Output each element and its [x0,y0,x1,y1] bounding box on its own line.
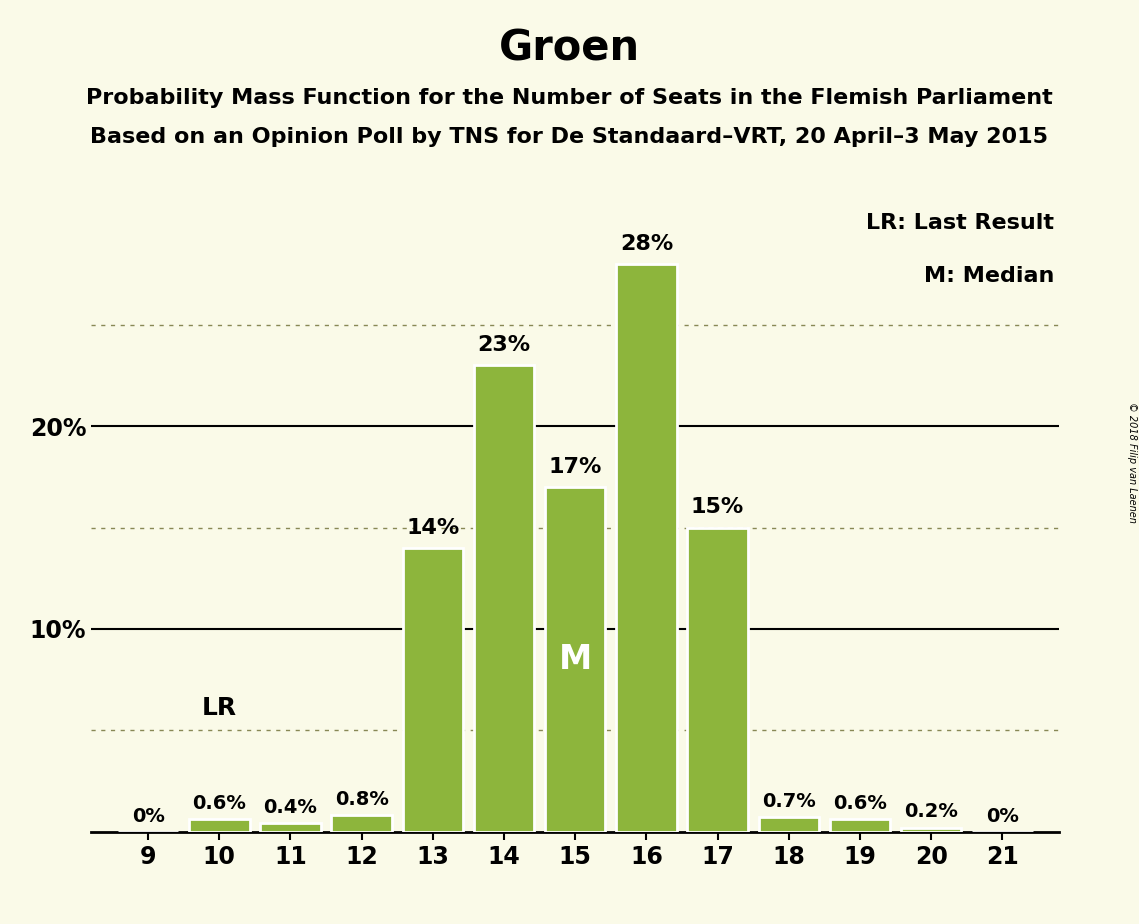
Bar [901,828,961,832]
Text: 0.4%: 0.4% [263,798,318,818]
Text: 23%: 23% [477,335,531,356]
Bar [402,548,464,832]
Bar [331,815,392,832]
Text: Based on an Opinion Poll by TNS for De Standaard–VRT, 20 April–3 May 2015: Based on an Opinion Poll by TNS for De S… [90,127,1049,147]
Text: 15%: 15% [691,497,744,517]
Bar [189,820,249,832]
Text: 17%: 17% [549,456,601,477]
Text: 0.6%: 0.6% [192,795,246,813]
Text: 0.2%: 0.2% [904,802,958,821]
Bar [474,365,534,832]
Text: 0.8%: 0.8% [335,790,388,809]
Bar [687,528,748,832]
Text: M: M [558,643,592,675]
Text: M: Median: M: Median [924,266,1055,286]
Text: 0.7%: 0.7% [762,793,816,811]
Text: Groen: Groen [499,28,640,69]
Bar [616,264,677,832]
Bar [759,818,819,832]
Text: Probability Mass Function for the Number of Seats in the Flemish Parliament: Probability Mass Function for the Number… [87,88,1052,108]
Bar [829,820,891,832]
Bar [260,823,321,832]
Text: 28%: 28% [620,234,673,254]
Text: LR: LR [202,696,237,720]
Text: © 2018 Filip van Laenen: © 2018 Filip van Laenen [1126,402,1137,522]
Text: 0%: 0% [132,807,164,825]
Text: 0%: 0% [986,807,1018,825]
Bar [544,487,606,832]
Text: 14%: 14% [407,517,459,538]
Text: 0.6%: 0.6% [833,795,887,813]
Text: LR: Last Result: LR: Last Result [867,213,1055,233]
